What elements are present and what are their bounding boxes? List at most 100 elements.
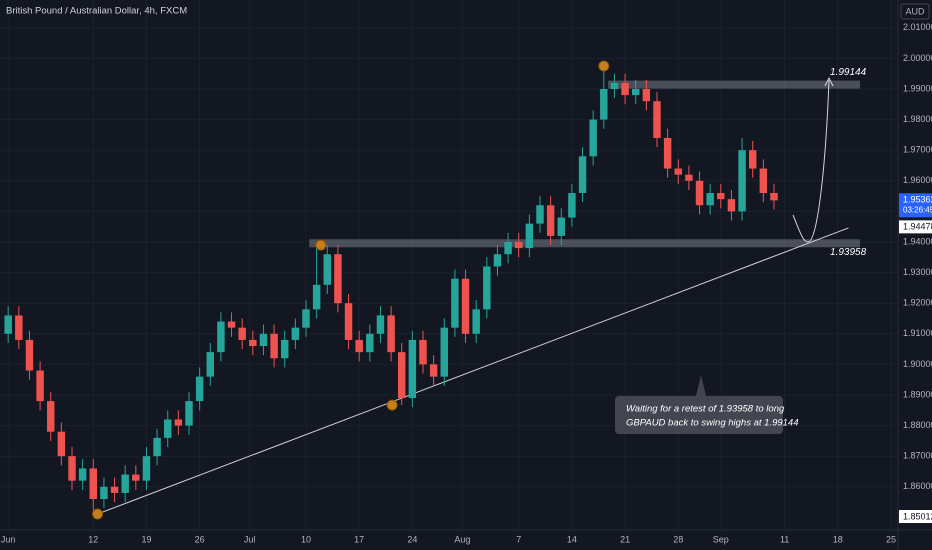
candle-body [408,339,417,399]
candle-body [238,327,246,340]
candle-body [15,315,23,340]
price-tag-label: 1.95362 [903,195,932,205]
candle-body [748,150,757,169]
candle-body [227,321,236,328]
swing-point [386,399,398,411]
candle-body [429,364,438,377]
candle-body [270,333,278,359]
y-tick-label: 1.91000 [903,328,932,338]
candle-body [110,486,119,493]
candle-body [589,119,597,157]
candle-body [4,315,12,334]
x-tick-label: 18 [833,534,843,544]
x-tick-label: 28 [673,534,683,544]
candle-body [536,205,544,224]
x-tick-label: Aug [454,534,470,544]
x-tick-label: 10 [301,534,311,544]
candle-body [121,474,129,493]
level-zone [608,80,860,89]
candle-body [631,88,640,96]
candle-body [578,156,587,194]
candle-body [344,303,353,340]
candle-body [759,168,768,194]
y-tick-label: 1.87000 [903,451,932,461]
candle-body [461,278,470,334]
candle-body [695,180,704,206]
candle-body [685,174,693,181]
candle-body [25,339,34,371]
candle-body [419,339,427,365]
arrow-head [824,76,834,87]
candle-body [174,419,183,426]
callout-line: GBPAUD back to swing highs at 1.99144 [626,418,799,429]
candle-body [355,339,363,353]
y-tick-label: 1.93000 [903,267,932,277]
x-tick-label: 11 [780,534,789,544]
x-tick-label: 21 [620,534,630,544]
y-tick-label: 2.00000 [903,53,932,63]
level-label: 1.93958 [830,247,867,258]
candle-body [717,193,725,200]
y-tick-label: 1.96000 [903,175,932,185]
candle-body [142,456,151,481]
x-tick-label: Jul [244,534,256,544]
candle-body [642,88,651,102]
candle-body [100,486,108,500]
level-zone [309,239,860,248]
candle-body [653,101,661,138]
candle-body [164,419,172,438]
candle-body [47,401,55,432]
plot-area [0,0,898,530]
y-tick-label: 1.99000 [903,83,932,93]
candle-body [302,309,310,328]
x-tick-label: Sep [713,534,729,544]
candle-body [663,137,672,169]
y-tick-label: 1.90000 [903,359,932,369]
candle-body [610,82,619,89]
candle-body [259,333,268,347]
candle-body [68,456,76,481]
candle-body [217,321,225,353]
candle-body [674,168,682,175]
currency-box [900,3,930,20]
callout-line: Waiting for a retest of 1.93958 to long [626,404,785,415]
candle-body [504,241,512,255]
candle-body [291,327,300,340]
candle-body [483,266,491,310]
candle-body [440,327,448,377]
candle-body [132,474,140,481]
x-tick-label: 24 [407,534,417,544]
candle-body [249,339,257,347]
y-tick-label: 1.88000 [903,420,932,430]
x-tick-label: 26 [195,534,205,544]
price-tag-label: 1.85012 [903,511,932,521]
candle-body [89,468,98,500]
candle-body [770,193,778,201]
trendline [97,227,849,515]
candle-body [621,82,629,96]
candle-body [153,437,161,457]
projection-arrow [792,79,830,243]
price-tag [899,510,932,524]
swing-point [92,508,104,520]
candle-body [525,223,534,249]
candle-body [185,401,193,426]
swing-point [315,239,327,251]
callout-pointer [696,375,706,396]
callout-box [615,396,783,434]
y-tick-label: 1.86000 [903,481,932,491]
candle-body [312,284,321,310]
y-tick-label: 1.97000 [903,145,932,155]
candle-body [195,376,204,402]
price-tag [899,193,932,218]
x-tick-label: 12 [88,534,98,544]
candle-body [600,88,608,120]
candle-body [334,254,342,304]
x-tick-label: 7 [516,534,521,544]
candle-body [398,352,406,399]
y-tick-label: 1.98000 [903,114,932,124]
candle-body [206,352,214,377]
y-tick-label: 1.89000 [903,389,932,399]
